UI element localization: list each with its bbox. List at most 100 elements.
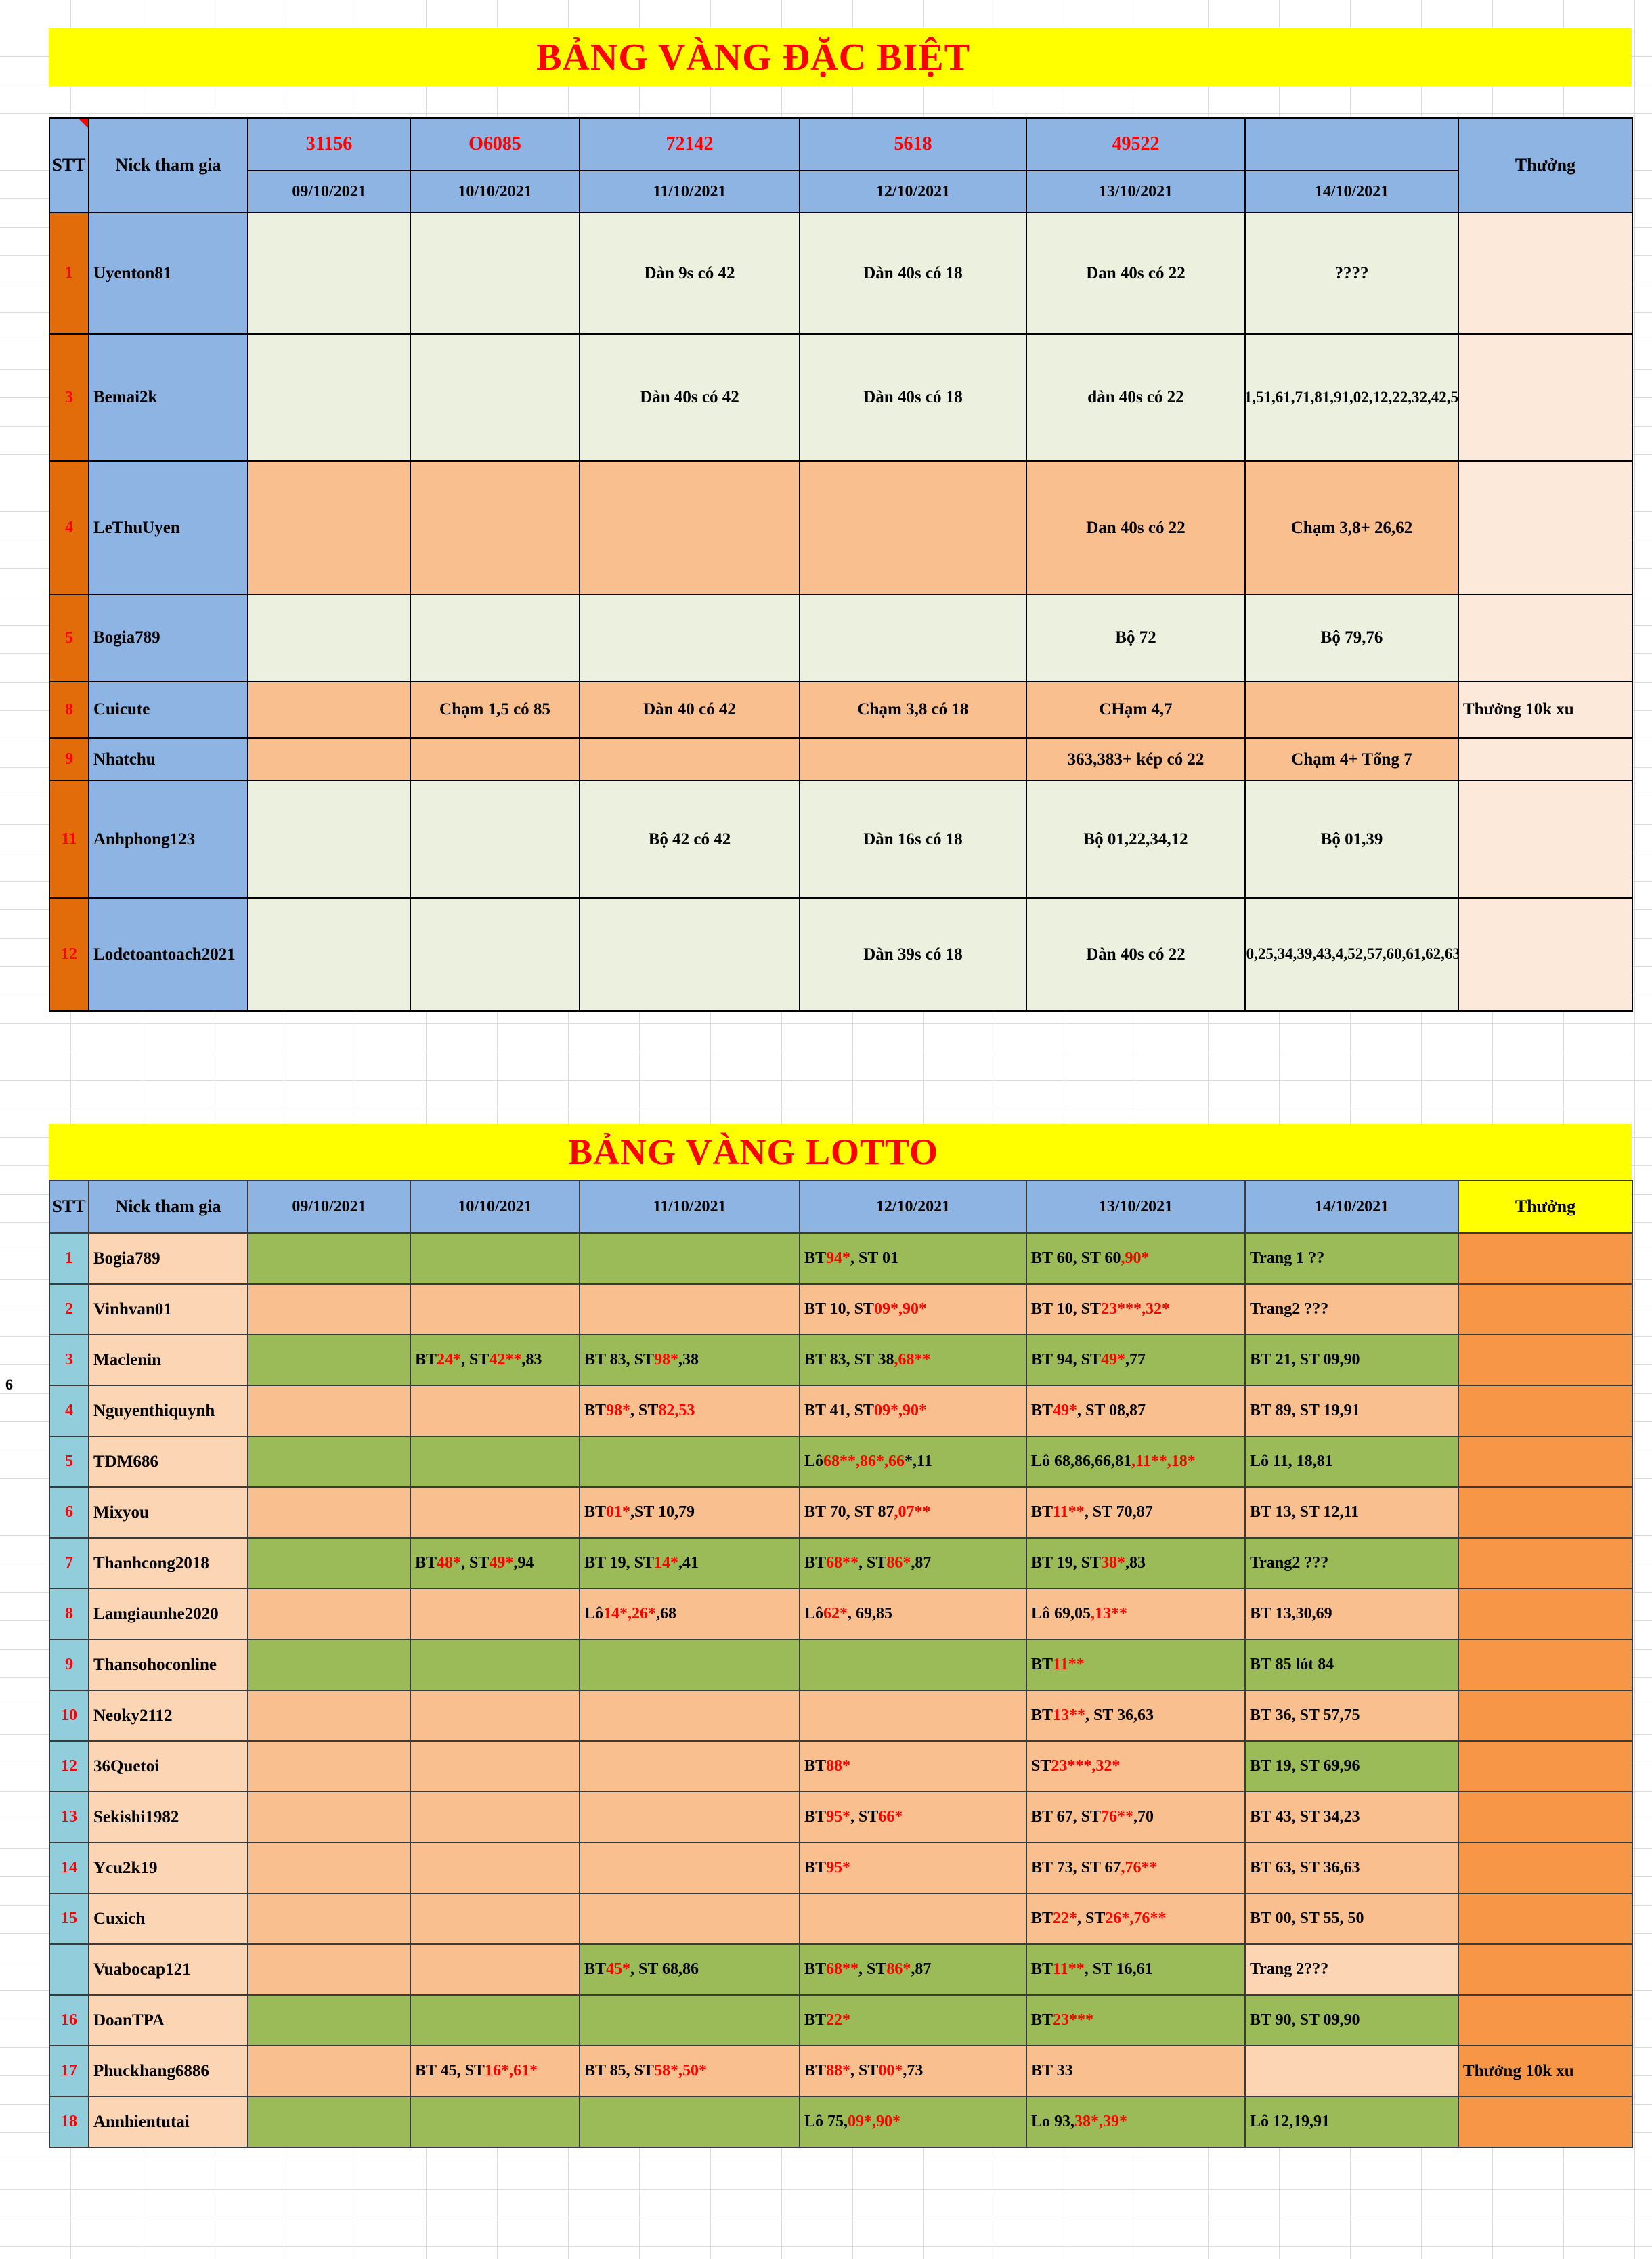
result-cell[interactable]: BT 13**, ST 36,63 <box>1027 1691 1246 1742</box>
thuong-cell[interactable] <box>1459 1589 1633 1640</box>
result-cell[interactable] <box>580 1234 800 1285</box>
result-cell[interactable]: BT 94*, ST 01 <box>800 1234 1027 1285</box>
result-cell[interactable]: BT 19, ST 14* ,41 <box>580 1539 800 1589</box>
nick-cell[interactable]: Phuckhang6886 <box>89 2046 248 2097</box>
prediction-cell[interactable]: Dàn 39s có 18 <box>800 899 1027 1012</box>
result-cell[interactable]: BT 85, ST 58*,50* <box>580 2046 800 2097</box>
result-cell[interactable]: Trang2 ??? <box>1246 1539 1459 1589</box>
date-header[interactable]: 11/10/2021 <box>580 1181 800 1234</box>
prediction-cell[interactable] <box>411 462 580 595</box>
result-cell[interactable]: Lô 68,86,66,81,11**,18* <box>1027 1437 1246 1488</box>
result-cell[interactable]: BT 90, ST 09,90 <box>1246 1996 1459 2046</box>
result-cell[interactable] <box>248 1539 411 1589</box>
date-header[interactable]: 14/10/2021 <box>1246 171 1459 213</box>
nick-cell[interactable]: TDM686 <box>89 1437 248 1488</box>
thuong-cell[interactable] <box>1459 1792 1633 1843</box>
nick-cell[interactable]: Anhphong123 <box>89 781 248 899</box>
stt-header[interactable]: STT <box>50 1181 89 1234</box>
stt-cell[interactable]: 11 <box>50 781 89 899</box>
stt-cell[interactable]: 8 <box>50 1589 89 1640</box>
result-cell[interactable]: BT 73, ST 67,76** <box>1027 1843 1246 1894</box>
thuong-cell[interactable] <box>1459 1742 1633 1792</box>
nick-cell[interactable]: Neoky2112 <box>89 1691 248 1742</box>
thuong-cell[interactable] <box>1459 1386 1633 1437</box>
nick-cell[interactable]: Vinhvan01 <box>89 1285 248 1335</box>
result-cell[interactable]: BT 45, ST 16*,61* <box>411 2046 580 2097</box>
nick-cell[interactable]: Nhatchu <box>89 739 248 781</box>
result-cell[interactable] <box>580 1437 800 1488</box>
date-header[interactable]: 13/10/2021 <box>1027 1181 1246 1234</box>
prediction-cell[interactable] <box>248 462 411 595</box>
stt-header[interactable]: STT <box>50 119 89 213</box>
nick-cell[interactable]: LeThuUyen <box>89 462 248 595</box>
result-cell[interactable]: BT 94, ST 49* ,77 <box>1027 1335 1246 1386</box>
nick-header[interactable]: Nick tham gia <box>89 1181 248 1234</box>
result-cell[interactable]: BT 60, ST 60,90* <box>1027 1234 1246 1285</box>
result-cell[interactable]: BT 83, ST 38,68** <box>800 1335 1027 1386</box>
result-cell[interactable] <box>580 1996 800 2046</box>
result-cell[interactable]: BT 85 lót 84 <box>1246 1640 1459 1691</box>
result-cell[interactable] <box>411 1640 580 1691</box>
stt-cell[interactable]: 15 <box>50 1894 89 1945</box>
result-cell[interactable] <box>248 1691 411 1742</box>
stt-cell[interactable]: 5 <box>50 595 89 682</box>
result-cell[interactable] <box>580 1691 800 1742</box>
prediction-cell[interactable]: Chạm 3,8 có 18 <box>800 682 1027 739</box>
prediction-cell[interactable] <box>580 595 800 682</box>
result-cell[interactable]: BT 88*, ST 00* ,73 <box>800 2046 1027 2097</box>
stt-cell[interactable]: 13 <box>50 1792 89 1843</box>
result-cell[interactable] <box>411 1234 580 1285</box>
result-cell[interactable] <box>580 1894 800 1945</box>
result-cell[interactable] <box>580 1640 800 1691</box>
result-cell[interactable] <box>411 2097 580 2148</box>
nick-cell[interactable]: Sekishi1982 <box>89 1792 248 1843</box>
prediction-cell[interactable]: Bộ 01,22,34,12 <box>1027 781 1246 899</box>
prediction-cell[interactable] <box>800 739 1027 781</box>
prediction-cell[interactable] <box>800 462 1027 595</box>
prediction-cell[interactable] <box>248 335 411 462</box>
result-cell[interactable]: BT 00, ST 55, 50 <box>1246 1894 1459 1945</box>
nick-cell[interactable]: Nguyenthiquynh <box>89 1386 248 1437</box>
nick-cell[interactable]: Thanhcong2018 <box>89 1539 248 1589</box>
thuong-cell[interactable] <box>1459 1437 1633 1488</box>
result-cell[interactable]: BT 11**, ST 16,61 <box>1027 1945 1246 1996</box>
nick-cell[interactable]: Vuabocap121 <box>89 1945 248 1996</box>
prediction-cell[interactable]: Dan 40s có 22 <box>1027 462 1246 595</box>
stt-cell[interactable]: 14 <box>50 1843 89 1894</box>
result-cell[interactable] <box>580 1843 800 1894</box>
nick-cell[interactable]: Lodetoantoach2021 <box>89 899 248 1012</box>
prediction-cell[interactable]: Dan 40s có 22 <box>1027 213 1246 335</box>
result-cell[interactable]: BT 49*, ST 08,87 <box>1027 1386 1246 1437</box>
prediction-cell[interactable]: Bộ 42 có 42 <box>580 781 800 899</box>
stt-cell[interactable]: 3 <box>50 1335 89 1386</box>
result-cell[interactable]: BT 19, ST 38* ,83 <box>1027 1539 1246 1589</box>
result-cell[interactable] <box>411 1437 580 1488</box>
stt-cell[interactable]: 3 <box>50 335 89 462</box>
result-cell[interactable]: Lô 68**,86*,66 *,11 <box>800 1437 1027 1488</box>
stt-cell[interactable]: 6 <box>50 1488 89 1539</box>
result-code-header[interactable] <box>1246 119 1459 171</box>
prediction-cell[interactable]: Chạm 4+ Tổng 7 <box>1246 739 1459 781</box>
result-cell[interactable] <box>580 1285 800 1335</box>
result-cell[interactable] <box>248 1488 411 1539</box>
nick-cell[interactable]: Cuxich <box>89 1894 248 1945</box>
prediction-cell[interactable]: Dàn 16s có 18 <box>800 781 1027 899</box>
stt-cell[interactable]: 4 <box>50 1386 89 1437</box>
prediction-cell[interactable]: 10,00,20,30,40,50,60,70,80,90,01,11,21,3… <box>1246 335 1459 462</box>
prediction-cell[interactable]: 363,383+ kép có 22 <box>1027 739 1246 781</box>
result-cell[interactable] <box>411 1742 580 1792</box>
result-cell[interactable]: BT 43, ST 34,23 <box>1246 1792 1459 1843</box>
prediction-cell[interactable] <box>248 781 411 899</box>
stt-cell[interactable]: 12 <box>50 1742 89 1792</box>
result-cell[interactable]: BT 11**, ST 70,87 <box>1027 1488 1246 1539</box>
stt-cell[interactable]: 7 <box>50 1539 89 1589</box>
nick-cell[interactable]: Bogia789 <box>89 1234 248 1285</box>
result-cell[interactable]: BT 36, ST 57,75 <box>1246 1691 1459 1742</box>
result-cell[interactable]: Lô 75, 09*,90* <box>800 2097 1027 2148</box>
prediction-cell[interactable]: dàn 40s có 22 <box>1027 335 1246 462</box>
stt-cell[interactable]: 17 <box>50 2046 89 2097</box>
prediction-cell[interactable]: 02,07,10,11,12,13,14,15,16,17,18,19,20,2… <box>1246 899 1459 1012</box>
prediction-cell[interactable] <box>248 595 411 682</box>
date-header[interactable]: 09/10/2021 <box>248 171 411 213</box>
result-cell[interactable] <box>800 1894 1027 1945</box>
